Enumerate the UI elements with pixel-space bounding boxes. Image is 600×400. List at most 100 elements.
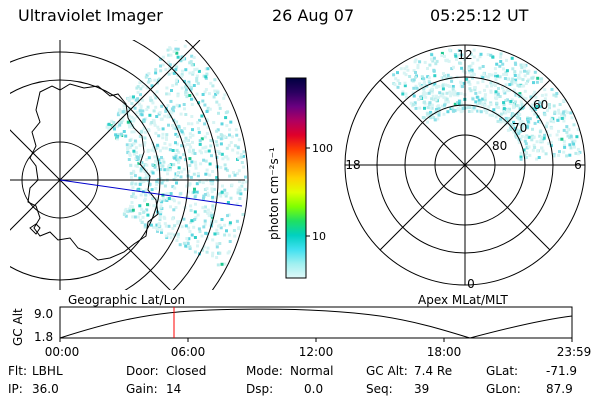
aurora-pixel xyxy=(222,96,226,100)
aurora-pixel xyxy=(194,216,198,220)
aurora-pixel xyxy=(426,120,429,124)
aurora-pixel xyxy=(552,93,556,97)
aurora-pixel xyxy=(526,79,529,83)
aurora-pixel xyxy=(108,125,111,129)
aurora-pixel xyxy=(109,124,113,128)
aurora-pixel xyxy=(460,102,464,106)
aurora-pixel xyxy=(474,100,478,104)
aurora-pixel xyxy=(483,109,487,113)
aurora-pixel xyxy=(211,254,214,258)
aurora-pixel xyxy=(150,84,154,88)
aurora-pixel xyxy=(469,52,473,56)
aurora-pixel xyxy=(499,55,502,59)
aurora-pixel xyxy=(178,156,182,160)
aurora-pixel xyxy=(161,164,165,168)
aurora-pixel xyxy=(229,141,233,144)
aurora-pixel xyxy=(188,245,192,249)
aurora-pixel xyxy=(557,129,560,133)
aurora-pixel xyxy=(167,197,171,200)
aurora-pixel xyxy=(451,87,455,91)
aurora-pixel xyxy=(428,81,432,85)
aurora-pixel xyxy=(472,106,476,110)
aurora-pixel xyxy=(565,125,569,129)
aurora-pixel xyxy=(518,92,522,96)
aurora-pixel xyxy=(518,113,522,116)
aurora-pixel xyxy=(566,127,570,131)
aurora-pixel xyxy=(483,93,487,97)
aurora-pixel xyxy=(174,47,178,51)
aurora-pixel xyxy=(491,113,495,117)
aurora-pixel xyxy=(441,84,445,88)
aurora-pixel xyxy=(172,163,176,167)
aurora-pixel xyxy=(442,76,446,80)
aurora-pixel xyxy=(203,188,207,191)
aurora-pixel xyxy=(171,226,175,230)
aurora-pixel xyxy=(184,244,188,248)
aurora-pixel xyxy=(134,196,138,199)
aurora-pixel xyxy=(130,195,134,198)
aurora-pixel xyxy=(524,97,528,101)
aurora-pixel xyxy=(153,93,156,97)
aurora-pixel xyxy=(430,103,434,107)
aurora-pixel xyxy=(523,89,527,93)
aurora-pixel xyxy=(154,147,158,151)
aurora-pixel xyxy=(209,181,213,185)
aurora-pixel xyxy=(511,123,515,127)
aurora-pixel xyxy=(485,111,489,115)
aurora-pixel xyxy=(188,246,192,250)
altitude-xtick: 18:00 xyxy=(427,345,462,359)
aurora-pixel xyxy=(426,106,430,110)
aurora-pixel xyxy=(115,135,119,139)
aurora-pixel xyxy=(429,116,432,120)
aurora-pixel xyxy=(435,94,438,98)
aurora-pixel xyxy=(227,213,231,217)
aurora-pixel xyxy=(509,123,513,127)
aurora-pixel xyxy=(415,86,419,90)
aurora-pixel xyxy=(195,67,199,71)
aurora-pixel xyxy=(170,89,173,92)
aurora-pixel xyxy=(560,137,564,141)
aurora-pixel xyxy=(412,69,416,72)
aurora-pixel xyxy=(228,174,232,178)
aurora-pixel xyxy=(126,120,130,124)
aurora-pixel xyxy=(142,179,146,183)
aurora-pixel xyxy=(159,210,163,214)
aurora-pixel xyxy=(536,149,540,153)
aurora-pixel xyxy=(557,111,561,115)
aurora-pixel xyxy=(502,67,505,71)
aurora-pixel xyxy=(535,157,539,161)
aurora-pixel xyxy=(154,163,158,167)
aurora-pixel xyxy=(568,143,572,147)
aurora-pixel xyxy=(155,226,159,230)
aurora-pixel xyxy=(487,105,491,109)
aurora-pixel xyxy=(182,167,186,171)
aurora-pixel xyxy=(193,195,197,199)
aurora-pixel xyxy=(562,99,566,102)
aurora-pixel xyxy=(190,122,194,126)
aurora-pixel xyxy=(121,118,125,122)
aurora-pixel xyxy=(119,132,123,136)
aurora-pixel xyxy=(414,71,417,74)
aurora-pixel xyxy=(541,99,545,103)
aurora-pixel xyxy=(143,223,147,227)
aurora-pixel xyxy=(127,107,131,111)
aurora-pixel xyxy=(182,132,185,136)
aurora-pixel xyxy=(521,96,525,100)
aurora-pixel xyxy=(225,124,229,128)
aurora-pixel xyxy=(130,143,134,147)
aurora-pixel xyxy=(471,97,475,101)
aurora-pixel xyxy=(210,154,213,158)
aurora-pixel xyxy=(517,132,521,136)
aurora-pixel xyxy=(228,133,231,137)
aurora-pixel xyxy=(147,72,151,76)
aurora-pixel xyxy=(430,53,434,57)
aurora-pixel xyxy=(460,53,463,57)
aurora-pixel xyxy=(510,80,514,84)
aurora-pixel xyxy=(176,220,180,224)
aurora-pixel xyxy=(431,94,435,98)
aurora-pixel xyxy=(540,93,544,97)
aurora-pixel xyxy=(428,106,432,110)
aurora-pixel xyxy=(138,143,142,147)
aurora-pixel xyxy=(183,144,187,148)
aurora-pixel xyxy=(132,169,136,173)
